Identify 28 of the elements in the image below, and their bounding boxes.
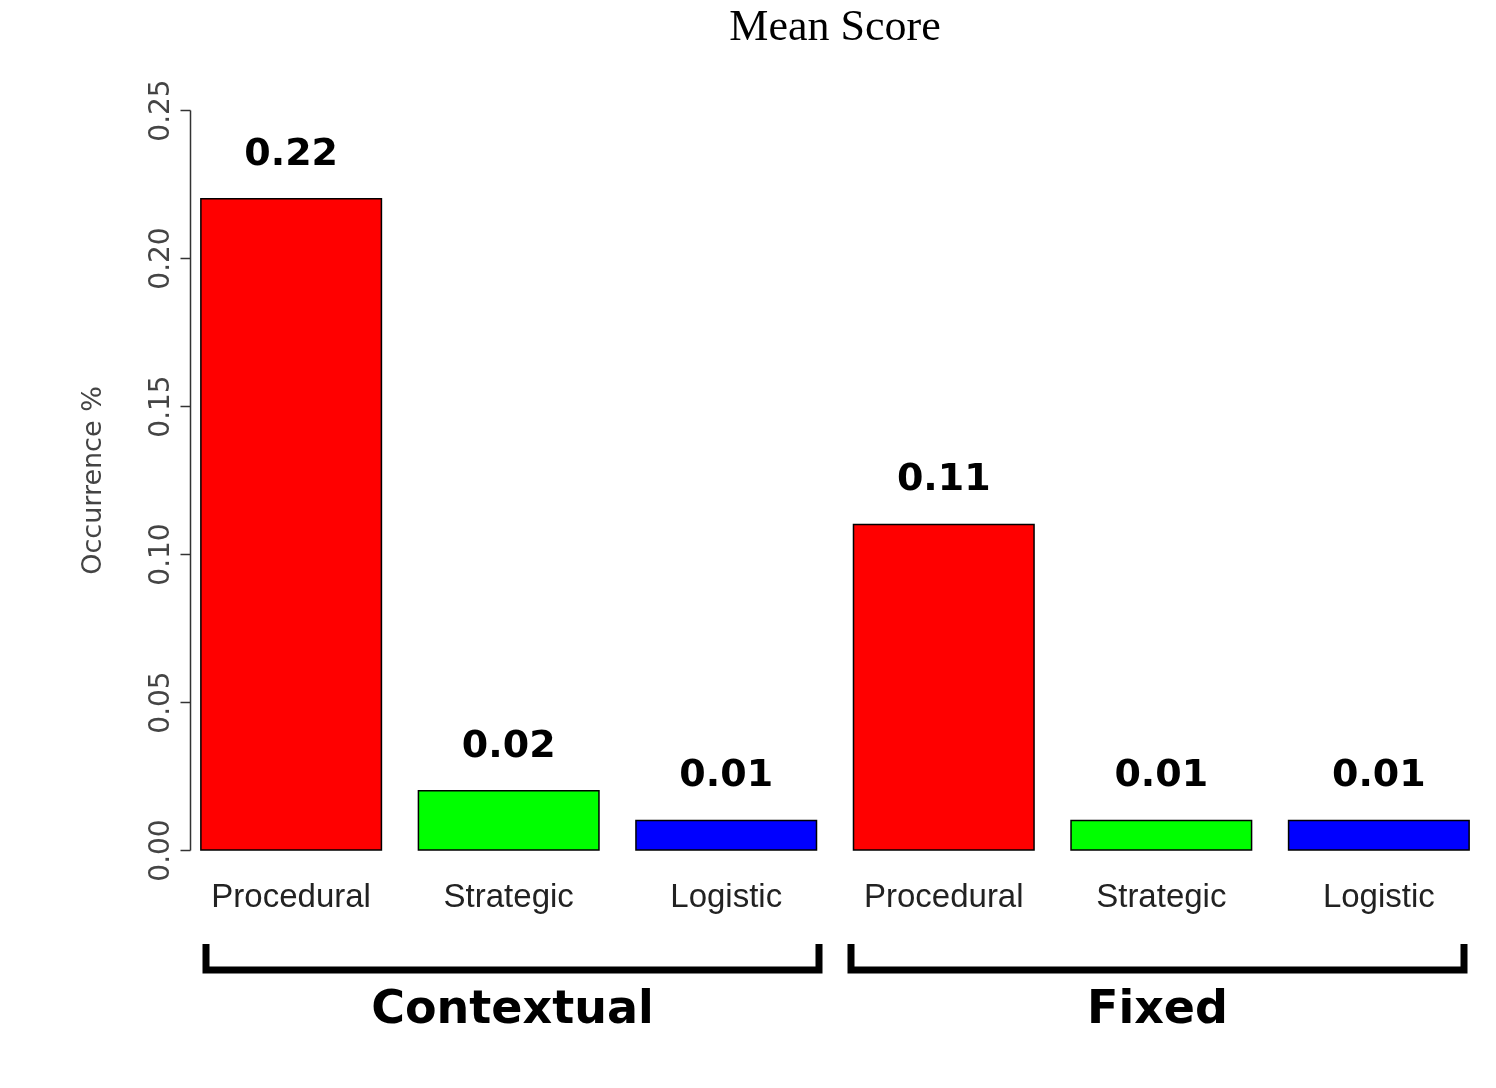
text: Fixed	[1086, 980, 1229, 1034]
y-tick-label: 0.20	[142, 227, 176, 290]
y-tick-label: 0.00	[142, 819, 176, 882]
chart-title: Mean Score	[729, 0, 941, 50]
x-tick-label: Logistic	[1322, 876, 1435, 914]
x-tick-label: Procedural	[863, 876, 1024, 914]
y-tick-label: 0.05	[142, 671, 176, 734]
bar	[417, 790, 600, 851]
bar	[200, 198, 383, 851]
data-label: 0.11	[896, 455, 991, 500]
data-label: 0.01	[679, 751, 774, 796]
x-tick-label: Procedural	[211, 876, 371, 914]
bar	[852, 523, 1035, 851]
data-label: 0.22	[244, 129, 339, 174]
y-tick-label: 0.15	[142, 375, 176, 438]
text: Contextual	[370, 980, 655, 1034]
bar	[1287, 819, 1470, 851]
x-tick-label: Logistic	[670, 876, 783, 914]
bar	[635, 819, 818, 851]
y-tick-label: 0.25	[142, 79, 176, 142]
x-tick-label: Strategic	[1096, 876, 1227, 914]
y-axis-title: Occurrence %	[75, 386, 107, 575]
data-label: 0.01	[1331, 751, 1426, 796]
bar	[1070, 819, 1253, 851]
x-tick-label: Strategic	[443, 876, 574, 914]
y-tick-label: 0.10	[142, 523, 176, 586]
data-label: 0.02	[461, 721, 556, 766]
data-label: 0.01	[1114, 751, 1209, 796]
